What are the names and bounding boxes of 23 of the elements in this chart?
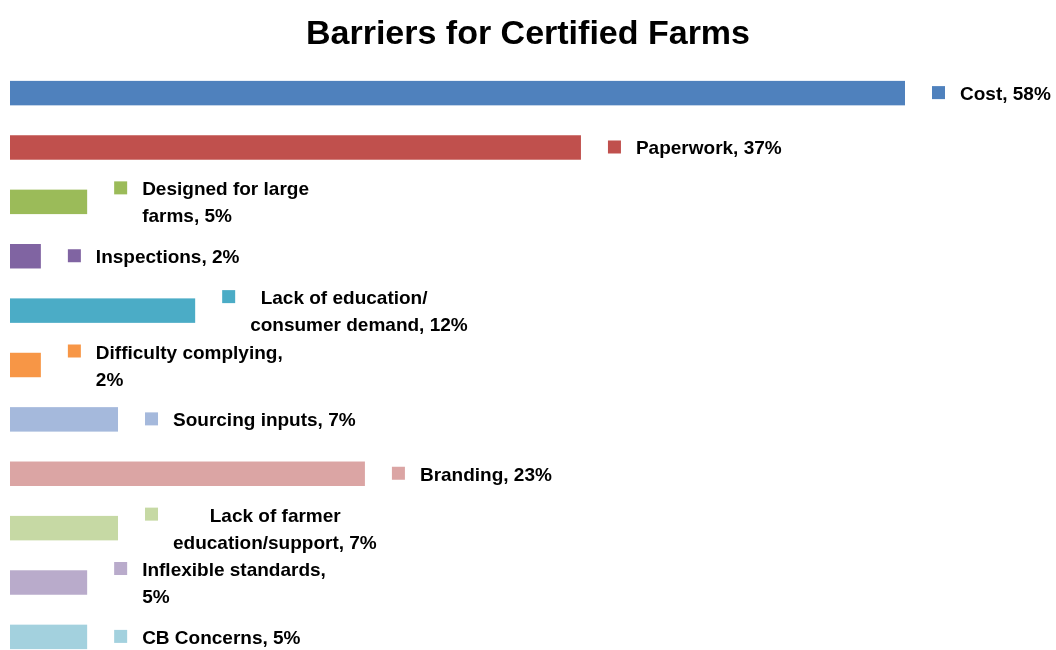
bar xyxy=(10,570,88,595)
bar xyxy=(10,624,88,650)
data-label: Cost, 58% xyxy=(960,83,1051,105)
data-label: Designed for large farms, 5% xyxy=(142,178,309,227)
bar xyxy=(10,189,88,215)
data-label: Branding, 23% xyxy=(419,463,552,485)
bar xyxy=(10,461,365,486)
bar xyxy=(10,80,905,106)
chart-title: Barriers for Certified Farms xyxy=(305,13,751,51)
bar xyxy=(10,352,41,378)
bar xyxy=(10,135,581,160)
bar xyxy=(10,407,119,432)
data-label: Paperwork, 37% xyxy=(635,137,782,159)
data-label: Lack of education/ consumer demand, 12% xyxy=(250,287,468,336)
data-label: Inspections, 2% xyxy=(95,246,240,268)
data-label: CB Concerns, 5% xyxy=(142,626,301,648)
bar xyxy=(10,244,41,269)
bar xyxy=(10,298,196,323)
data-label: Inflexible standards, 5% xyxy=(142,559,326,608)
bar xyxy=(10,515,119,541)
data-label: Difficulty complying, 2% xyxy=(95,341,283,390)
data-label: Lack of farmer education/support, 7% xyxy=(173,504,377,553)
data-label: Sourcing inputs, 7% xyxy=(173,409,356,431)
